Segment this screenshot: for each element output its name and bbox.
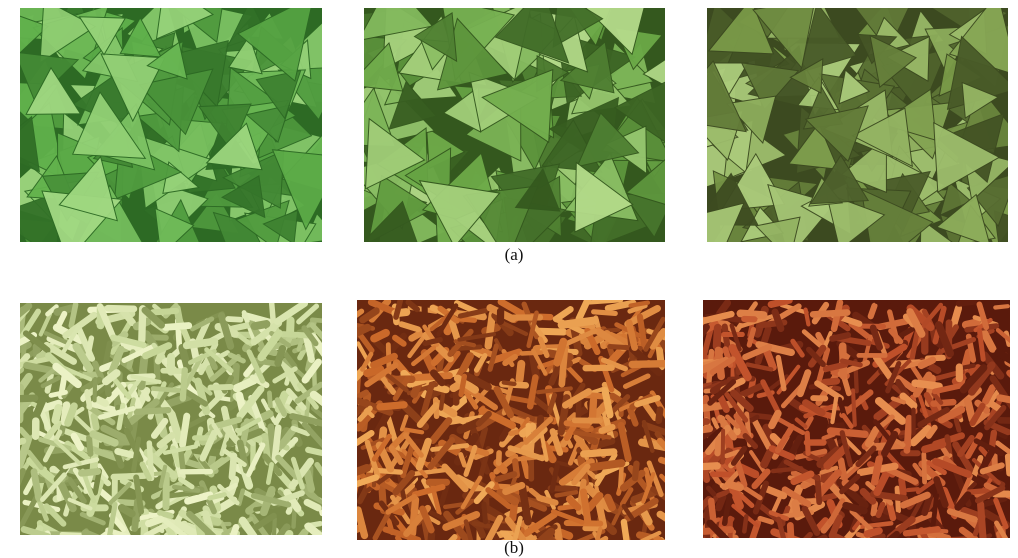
chips-image-a3 xyxy=(707,8,1008,242)
chips-image-a1 xyxy=(20,8,322,242)
caption-b: (b) xyxy=(484,538,544,558)
chips-image-a2 xyxy=(364,8,665,242)
puffs-image-b3 xyxy=(703,300,1010,538)
caption-a: (a) xyxy=(484,245,544,265)
puffs-image-b2 xyxy=(357,300,665,540)
puffs-image-b1 xyxy=(20,303,322,535)
